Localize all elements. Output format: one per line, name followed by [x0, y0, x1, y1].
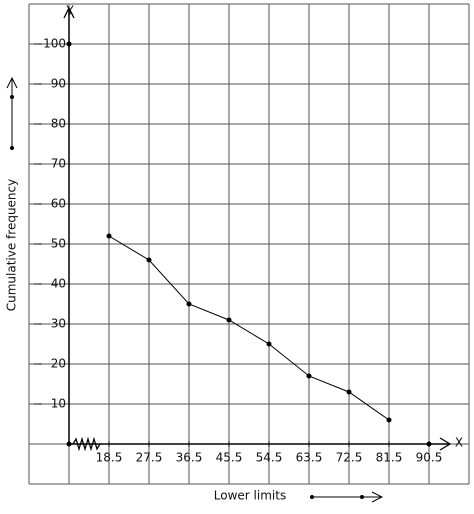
x-tick-label: 81.5: [376, 451, 403, 465]
x-tick-label: 45.5: [216, 451, 243, 465]
y-axis-label: Cumulative frequency: [5, 179, 19, 312]
x-tick-label: 27.5: [136, 451, 163, 465]
x-tick-label: 54.5: [256, 451, 283, 465]
x-arrow: [439, 437, 452, 451]
y-axis-name: Y: [65, 4, 74, 18]
y-arrow: [63, 6, 75, 19]
y-tick-label: 10: [51, 397, 66, 411]
data-point: [386, 417, 392, 423]
y-label-arrowhead: [6, 76, 18, 89]
data-point: [146, 257, 152, 263]
y-tick-label: 70: [51, 157, 66, 171]
data-point: [346, 389, 352, 395]
x-tick-label: 36.5: [176, 451, 203, 465]
arrow-dot: [360, 495, 364, 499]
arrow-dot: [10, 146, 14, 150]
x-tick-label: 63.5: [296, 451, 323, 465]
data-point: [306, 373, 312, 379]
x-tick-label: 72.5: [336, 451, 363, 465]
data-point: [186, 301, 192, 307]
x-label-arrowhead: [371, 491, 384, 503]
data-point: [106, 233, 112, 239]
data-line: [108, 235, 390, 421]
y-tick-label: 50: [51, 237, 66, 251]
data-point: [226, 317, 232, 323]
y-tick-label: 20: [51, 357, 66, 371]
arrow-dot: [310, 495, 314, 499]
y-tick-label: 90: [51, 77, 66, 91]
axis-dot: [66, 41, 72, 47]
origin-dot: [66, 441, 72, 447]
data-point: [266, 341, 272, 347]
y-tick-label: 60: [51, 197, 66, 211]
x-tick-label: 18.5: [96, 451, 123, 465]
x-axis-label: Lower limits: [214, 489, 286, 503]
x-tick-label: 90.5: [416, 451, 443, 465]
axis-break: [72, 436, 101, 452]
y-tick-label: 30: [51, 317, 66, 331]
x-axis-name: X: [455, 436, 463, 450]
y-tick-label: 40: [51, 277, 66, 291]
arrow-dot: [10, 95, 14, 99]
grid: [28, 3, 470, 485]
y-tick-label: 100: [43, 37, 66, 51]
y-tick-label: 80: [51, 117, 66, 131]
